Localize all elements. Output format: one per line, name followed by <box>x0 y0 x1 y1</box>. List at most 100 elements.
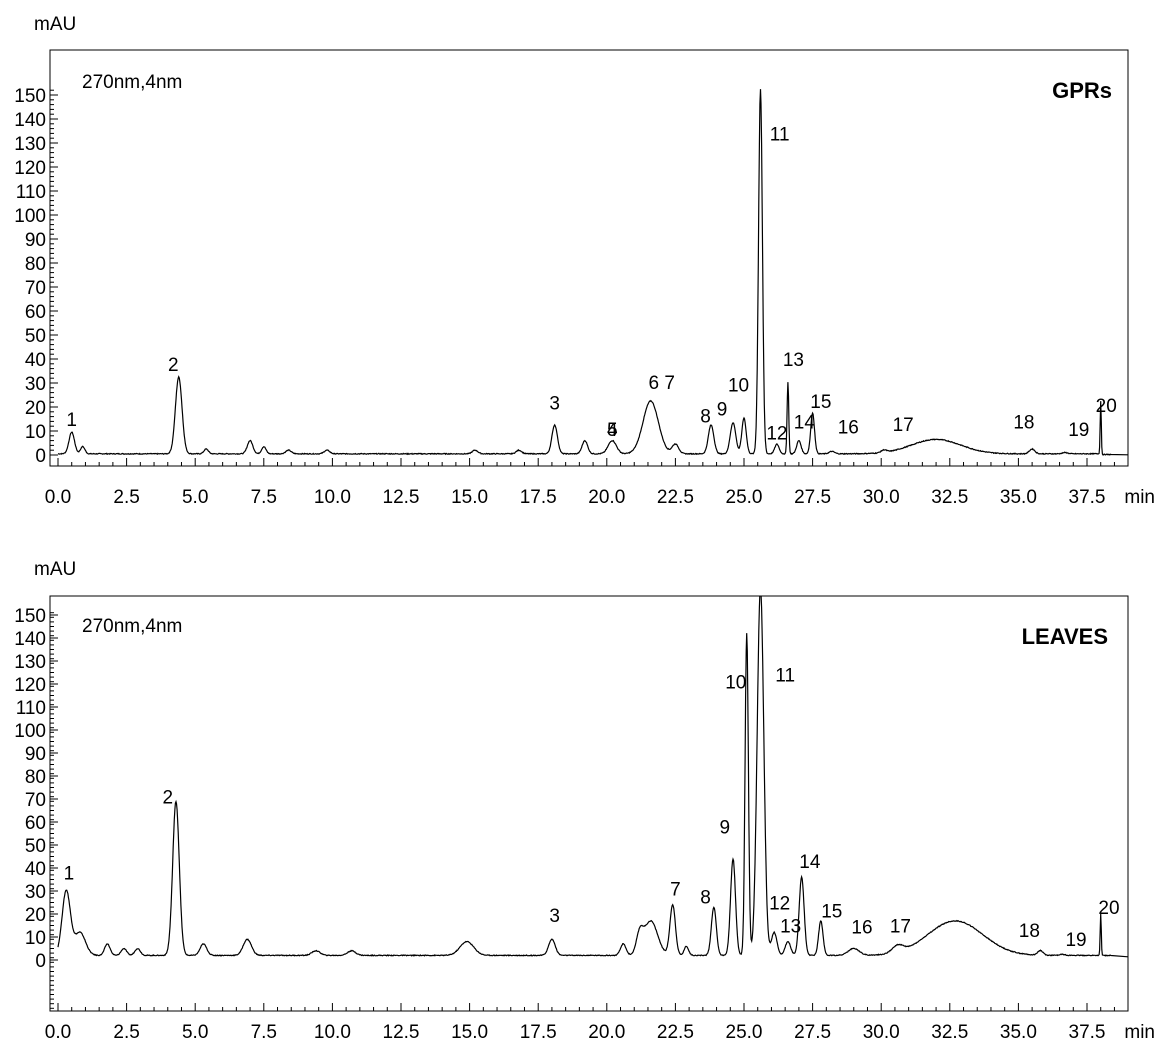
x-tick-label: 22.5 <box>657 1022 694 1043</box>
x-tick-label: 5.0 <box>182 487 208 508</box>
y-tick-label: 20 <box>25 905 46 926</box>
peak-label: 1 <box>64 864 75 885</box>
x-tick-label: 32.5 <box>931 1022 968 1043</box>
peak-label: 12 <box>769 893 790 914</box>
y-tick-label: 50 <box>25 836 46 857</box>
x-axis-unit: min <box>1124 1022 1155 1043</box>
y-tick-label: 120 <box>14 158 46 179</box>
y-tick-label: 0 <box>35 446 46 467</box>
x-tick-label: 35.0 <box>1000 1022 1037 1043</box>
y-tick-label: 30 <box>25 882 46 903</box>
y-tick-label: 100 <box>14 721 46 742</box>
peak-label: 15 <box>810 392 831 413</box>
x-tick-label: 7.5 <box>251 1022 277 1043</box>
peak-label: 15 <box>821 901 842 922</box>
peak-label: 8 <box>700 407 711 428</box>
peak-label: 13 <box>783 350 804 371</box>
y-tick-label: 50 <box>25 326 46 347</box>
y-tick-label: 70 <box>25 278 46 299</box>
detector-annotation: 270nm,4nm <box>82 72 182 93</box>
peak-label: 14 <box>794 413 816 434</box>
y-axis-unit: mAU <box>34 559 76 580</box>
peak-label: 20 <box>1098 898 1119 919</box>
chart-panel-leaves: 01020304050607080901001101201301401500.0… <box>14 559 1155 1043</box>
peak-label: 16 <box>851 918 872 939</box>
y-tick-label: 10 <box>25 422 46 443</box>
x-tick-label: 12.5 <box>383 487 420 508</box>
y-tick-label: 130 <box>14 134 46 155</box>
y-tick-label: 150 <box>14 606 46 627</box>
x-tick-label: 30.0 <box>863 1022 900 1043</box>
peak-label: 2 <box>162 788 173 809</box>
y-tick-label: 0 <box>35 951 46 972</box>
chart-panel-gprs: 01020304050607080901001101201301401500.0… <box>14 14 1155 508</box>
x-tick-label: 25.0 <box>726 1022 763 1043</box>
y-tick-label: 20 <box>25 398 46 419</box>
x-tick-label: 17.5 <box>520 1022 557 1043</box>
peak-label: 5 <box>607 420 618 441</box>
panel-title: LEAVES <box>1022 624 1108 649</box>
detector-annotation: 270nm,4nm <box>82 616 182 637</box>
x-tick-label: 35.0 <box>1000 487 1037 508</box>
y-tick-label: 40 <box>25 859 46 880</box>
x-tick-label: 10.0 <box>314 487 351 508</box>
peak-label: 13 <box>780 916 801 937</box>
peak-label: 4 <box>607 420 618 441</box>
y-tick-label: 110 <box>16 698 46 719</box>
y-tick-label: 130 <box>14 652 46 673</box>
x-tick-label: 27.5 <box>794 487 831 508</box>
x-tick-label: 2.5 <box>113 1022 139 1043</box>
peak-label: 18 <box>1013 413 1034 434</box>
x-tick-label: 32.5 <box>931 487 968 508</box>
x-tick-label: 0.0 <box>45 1022 71 1043</box>
plot-frame <box>49 595 1129 1012</box>
x-tick-label: 37.5 <box>1069 487 1106 508</box>
peak-label: 3 <box>549 393 560 414</box>
x-tick-label: 0.0 <box>45 487 71 508</box>
peak-label: 14 <box>799 852 821 873</box>
peak-label: 3 <box>549 906 560 927</box>
y-tick-label: 60 <box>25 813 46 834</box>
peak-label: 7 <box>670 880 681 901</box>
x-tick-label: 17.5 <box>520 487 557 508</box>
peak-label: 11 <box>775 666 795 687</box>
peak-label: 18 <box>1019 921 1040 942</box>
peak-label: 9 <box>717 399 728 420</box>
x-tick-label: 5.0 <box>182 1022 208 1043</box>
y-tick-label: 110 <box>16 182 46 203</box>
x-tick-label: 20.0 <box>588 1022 625 1043</box>
peak-label: 1 <box>66 410 77 431</box>
panel-title: GPRs <box>1052 78 1112 103</box>
x-tick-label: 30.0 <box>863 487 900 508</box>
peak-label: 19 <box>1065 930 1086 951</box>
y-tick-label: 80 <box>25 767 46 788</box>
y-axis-unit: mAU <box>34 14 76 35</box>
y-tick-label: 10 <box>25 928 46 949</box>
y-tick-label: 100 <box>14 206 46 227</box>
x-tick-label: 37.5 <box>1069 1022 1106 1043</box>
x-tick-label: 7.5 <box>251 487 277 508</box>
x-tick-label: 15.0 <box>451 1022 488 1043</box>
x-tick-label: 12.5 <box>383 1022 420 1043</box>
x-tick-label: 25.0 <box>726 487 763 508</box>
peak-label: 8 <box>700 888 711 909</box>
plot-frame <box>49 49 1129 467</box>
peak-label: 16 <box>838 417 859 438</box>
x-axis-unit: min <box>1124 487 1155 508</box>
x-tick-label: 2.5 <box>113 487 139 508</box>
y-tick-label: 140 <box>14 110 46 131</box>
peak-label: 2 <box>168 355 179 376</box>
peak-label: 20 <box>1096 396 1117 417</box>
y-tick-label: 140 <box>14 629 46 650</box>
peak-label: 6 7 <box>648 373 674 394</box>
x-tick-label: 20.0 <box>588 487 625 508</box>
y-tick-label: 40 <box>25 350 46 371</box>
y-tick-label: 30 <box>25 374 46 395</box>
x-tick-label: 15.0 <box>451 487 488 508</box>
peak-label: 10 <box>725 673 746 694</box>
x-tick-label: 27.5 <box>794 1022 831 1043</box>
peak-label: 17 <box>893 415 914 436</box>
y-tick-label: 90 <box>25 744 46 765</box>
x-tick-label: 22.5 <box>657 487 694 508</box>
